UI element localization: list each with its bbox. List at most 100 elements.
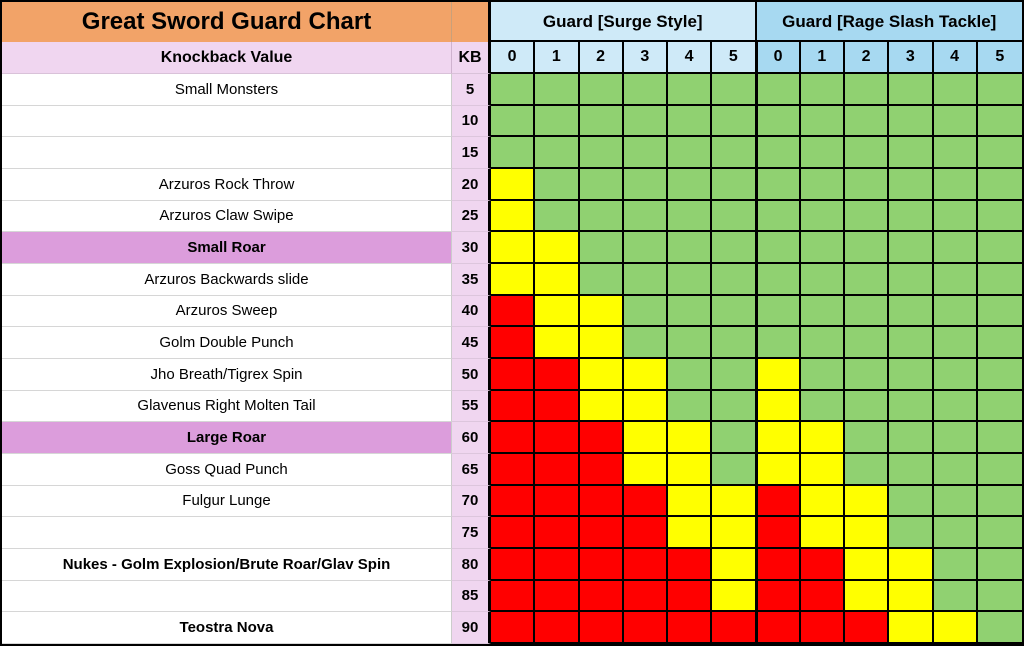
grid-cell [800,168,845,201]
grid-cell [845,485,890,518]
grid-cell [712,232,757,264]
row-kb: 50 [452,358,491,391]
grid-cell [668,580,713,613]
surge-col-4: 4 [668,42,713,74]
grid-cell [845,168,890,201]
grid-cell [800,485,845,518]
grid-cell [845,295,890,328]
grid-cell [491,517,536,549]
grid-cell [579,74,624,106]
row-label: Glavenus Right Molten Tail [2,390,452,423]
grid-cell [623,232,668,264]
grid-cell [889,358,934,391]
chart-title: Great Sword Guard Chart [2,2,452,42]
row-kb: 20 [452,168,491,201]
grid-cell [579,295,624,328]
grid-cell [491,263,536,296]
grid-cell [845,422,890,454]
grid-cell [933,168,978,201]
grid-cell [977,263,1022,296]
grid-cell [933,327,978,359]
grid-cell [623,168,668,201]
row-label [2,517,452,549]
grid-cell [668,263,713,296]
row-kb: 10 [452,105,491,138]
grid-cell [756,453,801,486]
grid-cell [623,517,668,549]
grid-cell [579,327,624,359]
grid-cell [623,485,668,518]
surge-col-0: 0 [491,42,536,74]
grid-cell [800,105,845,138]
grid-cell [889,263,934,296]
grid-cell [977,612,1022,644]
row-kb: 65 [452,453,491,486]
grid-cell [579,105,624,138]
grid-cell [800,74,845,106]
grid-cell [889,390,934,423]
grid-cell [491,200,536,233]
grid-cell [623,200,668,233]
grid-cell [756,74,801,106]
grid-cell [579,232,624,264]
grid-cell [623,453,668,486]
grid-cell [623,105,668,138]
grid-cell [977,453,1022,486]
grid-cell [579,517,624,549]
grid-cell [933,263,978,296]
grid-cell [623,390,668,423]
grid-cell [623,137,668,169]
grid-cell [756,105,801,138]
grid-cell [712,390,757,423]
grid-cell [889,422,934,454]
grid-cell [712,612,757,644]
surge-col-5: 5 [712,42,757,74]
grid-cell [535,232,580,264]
grid-cell [535,548,580,581]
grid-cell [535,485,580,518]
grid-cell [933,232,978,264]
grid-cell [712,263,757,296]
grid-cell [579,422,624,454]
grid-cell [535,390,580,423]
grid-cell [491,612,536,644]
row-kb: 15 [452,137,491,169]
grid-cell [712,74,757,106]
grid-cell [712,105,757,138]
row-kb: 60 [452,422,491,454]
grid-cell [977,422,1022,454]
knockback-value-header: Knockback Value [2,42,452,74]
grid-cell [845,137,890,169]
grid-cell [756,485,801,518]
row-label [2,580,452,613]
guard-surge-group-header: Guard [Surge Style] [491,2,757,42]
grid-cell [535,422,580,454]
grid-cell [933,137,978,169]
grid-cell [800,548,845,581]
grid-cell [977,580,1022,613]
grid-cell [933,358,978,391]
grid-cell [623,295,668,328]
rage-col-4: 4 [933,42,978,74]
grid-cell [712,168,757,201]
grid-cell [977,105,1022,138]
grid-cell [579,612,624,644]
grid-cell [756,390,801,423]
grid-cell [933,517,978,549]
grid-cell [491,390,536,423]
grid-cell [845,263,890,296]
grid-cell [977,548,1022,581]
grid-cell [977,358,1022,391]
grid-cell [712,137,757,169]
grid-cell [712,485,757,518]
grid-cell [668,517,713,549]
grid-cell [845,327,890,359]
grid-cell [668,105,713,138]
grid-cell [712,327,757,359]
grid-cell [712,517,757,549]
grid-cell [933,548,978,581]
grid-cell [889,548,934,581]
grid-cell [977,485,1022,518]
row-label: Golm Double Punch [2,327,452,359]
grid-cell [756,232,801,264]
